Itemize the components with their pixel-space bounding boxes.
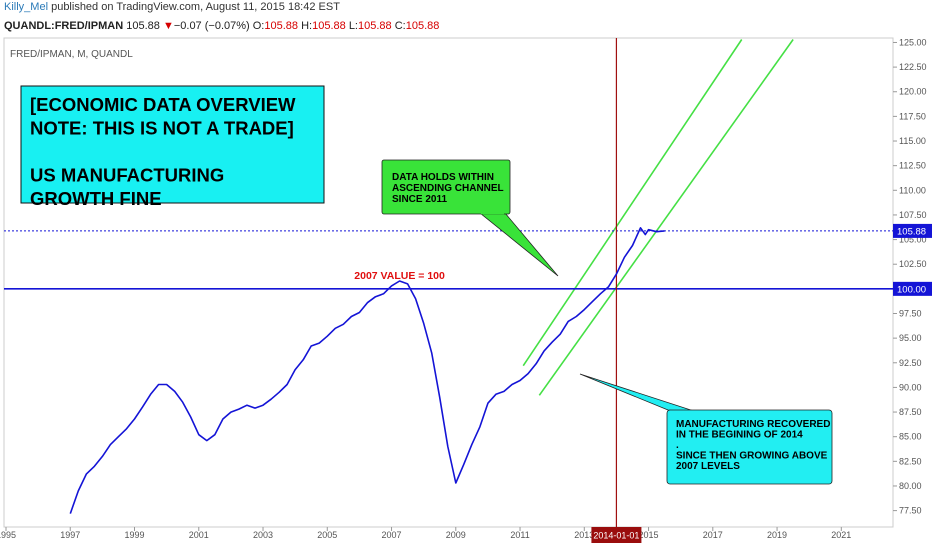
recovery-note-line: . xyxy=(676,440,679,451)
value-2007-label: 2007 VALUE = 100 xyxy=(354,270,445,282)
x-tick-label: 1995 xyxy=(0,530,16,540)
date-label-box xyxy=(591,527,642,543)
channel-note-line: ASCENDING CHANNEL xyxy=(392,183,504,194)
x-tick-label: 2015 xyxy=(639,530,659,540)
high-value: 105.88 xyxy=(312,20,346,32)
x-tick-label: 2017 xyxy=(703,530,723,540)
y-tick-label: 77.50 xyxy=(899,506,922,516)
x-tick-label: 2003 xyxy=(253,530,273,540)
channel-line xyxy=(538,39,794,396)
price-label-text: 100.00 xyxy=(897,284,926,295)
y-tick-label: 110.00 xyxy=(899,185,926,195)
low-value: 105.88 xyxy=(358,20,392,32)
overview-note-line: NOTE: THIS IS NOT A TRADE] xyxy=(30,118,294,139)
y-tick-label: 105.00 xyxy=(899,235,927,245)
x-tick-label: 2013 xyxy=(574,530,594,540)
chart-lines: 100.00 105.88 2014-01-01 xyxy=(4,38,932,543)
overview-note-box xyxy=(20,85,325,204)
y-tick-label: 92.50 xyxy=(899,358,922,368)
publish-info: Killy_Mel published on TradingView.com, … xyxy=(4,1,340,13)
y-tick-label: 112.50 xyxy=(899,161,926,171)
x-tick-label: 2001 xyxy=(189,530,209,540)
x-tick-label: 2019 xyxy=(767,530,787,540)
y-tick-label: 85.00 xyxy=(899,432,922,442)
high-label: H: xyxy=(301,20,313,32)
recovery-note-line: 2007 LEVELS xyxy=(676,461,740,472)
low-label: L: xyxy=(348,20,358,32)
overview-note-line: [ECONOMIC DATA OVERVIEW xyxy=(30,94,296,115)
author-link[interactable]: Killy_Mel xyxy=(4,1,49,13)
y-tick-label: 125.00 xyxy=(899,37,927,47)
date-label-text: 2014-01-01 xyxy=(593,531,639,541)
close-label: C: xyxy=(394,20,406,32)
channel-note-line: SINCE 2011 xyxy=(392,194,447,205)
y-tick-label: 117.50 xyxy=(899,111,926,121)
recovery-note-box xyxy=(666,409,833,485)
publish-text: published on TradingView.com, August 11,… xyxy=(51,1,340,13)
y-tick-label: 87.50 xyxy=(899,407,922,417)
channel-note-line: DATA HOLDS WITHIN xyxy=(392,172,494,183)
price-label-text: 105.88 xyxy=(897,226,926,237)
y-tick-label: 95.00 xyxy=(899,333,922,343)
price-label-box xyxy=(893,223,932,238)
x-tick-label: 2011 xyxy=(510,530,529,540)
series-line xyxy=(69,227,665,514)
overview-note-line: GROWTH FINE xyxy=(30,188,162,209)
recovery-note-line: SINCE THEN GROWING ABOVE xyxy=(676,451,828,462)
x-tick-label: 1999 xyxy=(124,530,144,540)
channel-note-box xyxy=(381,159,511,215)
change-down-icon: ▼ xyxy=(162,20,174,32)
price-change: −0.07 (−0.07%) xyxy=(173,20,250,32)
recovery-note-line: MANUFACTURING RECOVERED xyxy=(676,419,830,430)
x-tick-label: 2005 xyxy=(317,530,337,540)
price-label-box xyxy=(893,281,932,296)
channel-line xyxy=(522,39,743,367)
y-tick-label: 82.50 xyxy=(899,456,922,466)
close-value: 105.88 xyxy=(405,20,440,32)
recovery-note-line: IN THE BEGINING OF 2014 xyxy=(676,430,803,441)
y-tick-label: 122.50 xyxy=(899,62,927,72)
y-tick-label: 107.50 xyxy=(899,210,927,220)
y-tick-label: 102.50 xyxy=(899,259,927,269)
annotations: [ECONOMIC DATA OVERVIEW NOTE: THIS IS NOT… xyxy=(20,85,833,485)
y-tick-label: 80.00 xyxy=(899,481,922,491)
symbol-quote-line: QUANDL:FRED/IPMAN 105.88 ▼−0.07 (−0.07%)… xyxy=(4,20,439,32)
x-tick-label: 2021 xyxy=(831,530,851,540)
symbol-name: QUANDL:FRED/IPMAN xyxy=(4,20,124,32)
x-tick-label: 1997 xyxy=(60,530,80,540)
x-tick-label: 2007 xyxy=(382,530,402,540)
symbol-label: FRED/IPMAN, M, QUANDL xyxy=(10,49,133,60)
y-tick-label: 120.00 xyxy=(899,87,927,97)
open-label: O: xyxy=(252,20,265,32)
x-tick-label: 2009 xyxy=(446,530,466,540)
y-axis-ticks: 77.50 80.00 82.50 85.00 87.50 90.00 92.50 95.00… xyxy=(893,37,927,516)
y-tick-label: 97.50 xyxy=(899,308,922,318)
last-price: 105.88 xyxy=(126,20,160,32)
overview-note-line: US MANUFACTURING xyxy=(30,165,224,186)
x-axis-ticks: 1995 1997 1999 2001 2003 2005 2007 2009 2011 2013… xyxy=(0,527,851,540)
y-tick-label: 90.00 xyxy=(899,382,922,392)
y-tick-label: 115.00 xyxy=(899,136,926,146)
open-value: 105.88 xyxy=(264,20,299,32)
